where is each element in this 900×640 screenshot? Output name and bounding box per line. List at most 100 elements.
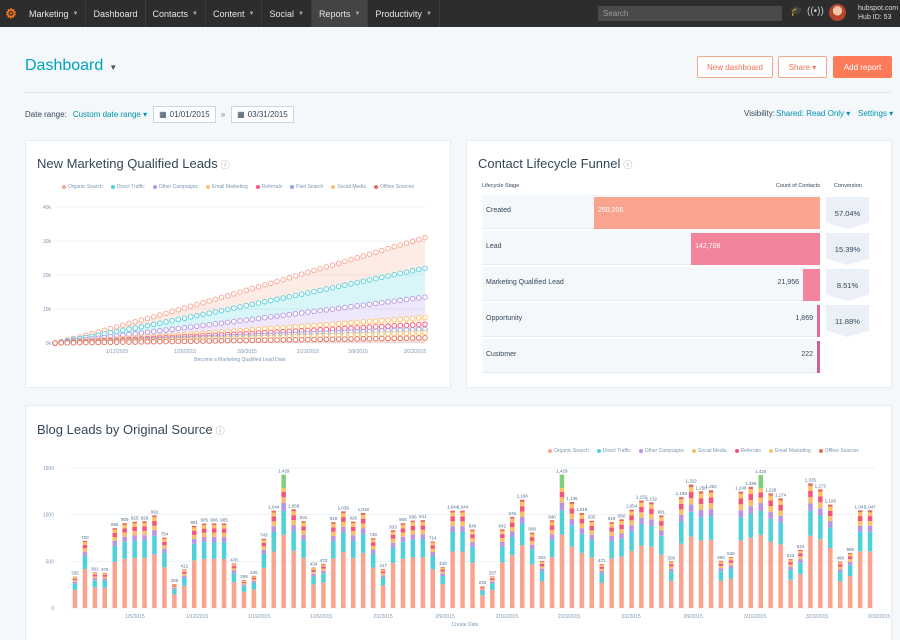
data-point[interactable]: [237, 337, 243, 344]
data-point[interactable]: [317, 336, 323, 343]
bar-segment[interactable]: [152, 525, 157, 531]
bar-segment[interactable]: [599, 571, 605, 574]
bar-segment[interactable]: [828, 548, 833, 608]
bar-segment[interactable]: [142, 521, 147, 523]
bar-segment[interactable]: [370, 542, 376, 546]
legend-item[interactable]: Other Campaigns: [638, 448, 684, 454]
bar-segment[interactable]: [679, 514, 684, 522]
data-point[interactable]: [144, 329, 151, 336]
bar-segment[interactable]: [529, 544, 535, 550]
data-point[interactable]: [113, 328, 120, 335]
bar-segment[interactable]: [82, 544, 88, 549]
bar-segment[interactable]: [708, 492, 714, 498]
bar-segment[interactable]: [311, 571, 316, 574]
funnel-bar[interactable]: [691, 233, 820, 265]
bar-segment[interactable]: [92, 572, 98, 574]
bar-segment[interactable]: [331, 522, 336, 524]
bar-segment[interactable]: [261, 540, 267, 543]
bar-segment[interactable]: [410, 534, 416, 540]
bar-segment[interactable]: [718, 580, 724, 608]
data-point[interactable]: [243, 302, 249, 309]
bar-segment[interactable]: [142, 557, 147, 608]
data-point[interactable]: [194, 338, 200, 344]
info-icon[interactable]: ⓘ: [220, 160, 230, 170]
bar-segment[interactable]: [688, 511, 694, 537]
data-point[interactable]: [138, 330, 145, 336]
legend-item[interactable]: Email Marketing: [205, 184, 248, 190]
bar-segment[interactable]: [798, 556, 803, 560]
bar-segment[interactable]: [539, 562, 545, 564]
bar-segment[interactable]: [599, 564, 605, 567]
bar-segment[interactable]: [251, 576, 257, 578]
bar-segment[interactable]: [639, 506, 644, 513]
bar-segment[interactable]: [420, 557, 426, 608]
bar-segment[interactable]: [679, 499, 684, 504]
bar-segment[interactable]: [788, 579, 793, 608]
bar-segment[interactable]: [738, 493, 744, 499]
bar-segment[interactable]: [301, 535, 306, 541]
bar-segment[interactable]: [539, 561, 545, 562]
new-dashboard-button[interactable]: New dashboard: [697, 56, 773, 78]
bar-segment[interactable]: [360, 528, 366, 534]
legend-item[interactable]: Other Campaigns: [152, 184, 198, 190]
data-point[interactable]: [286, 311, 293, 318]
bar-segment[interactable]: [351, 531, 356, 536]
bar-segment[interactable]: [510, 555, 515, 608]
data-point[interactable]: [150, 313, 157, 320]
bar-segment[interactable]: [778, 505, 783, 511]
data-point[interactable]: [323, 321, 330, 328]
bar-segment[interactable]: [251, 575, 257, 577]
hubspot-logo-icon[interactable]: ⚙: [5, 5, 17, 21]
bar-segment[interactable]: [241, 584, 247, 587]
bar-segment[interactable]: [867, 510, 873, 513]
bar-segment[interactable]: [539, 580, 545, 608]
bar-segment[interactable]: [82, 551, 88, 556]
nav-item-marketing[interactable]: Marketing ▼: [22, 0, 87, 27]
bar-segment[interactable]: [182, 575, 187, 578]
bar-segment[interactable]: [261, 538, 267, 541]
data-point[interactable]: [268, 280, 274, 286]
bar-segment[interactable]: [798, 559, 803, 563]
bar-segment[interactable]: [838, 562, 843, 565]
bar-segment[interactable]: [281, 534, 286, 608]
bar-segment[interactable]: [321, 582, 326, 608]
bar-segment[interactable]: [400, 536, 406, 542]
data-point[interactable]: [317, 307, 323, 314]
bar-segment[interactable]: [460, 510, 465, 513]
bar-segment[interactable]: [201, 542, 207, 559]
data-point[interactable]: [360, 319, 367, 325]
bar-segment[interactable]: [808, 535, 813, 608]
bar-segment[interactable]: [241, 581, 247, 584]
data-point[interactable]: [181, 325, 188, 331]
data-point[interactable]: [212, 296, 219, 302]
bar-segment[interactable]: [679, 509, 684, 515]
bar-segment[interactable]: [430, 542, 436, 546]
bar-segment[interactable]: [768, 495, 773, 501]
bar-segment[interactable]: [360, 523, 366, 529]
bar-segment[interactable]: [271, 526, 277, 532]
bar-segment[interactable]: [271, 532, 277, 552]
bar-segment[interactable]: [828, 527, 833, 548]
bar-segment[interactable]: [629, 515, 634, 521]
nav-item-dashboard[interactable]: Dashboard: [86, 0, 146, 27]
bar-segment[interactable]: [589, 522, 595, 527]
data-point[interactable]: [335, 283, 342, 290]
bar-segment[interactable]: [818, 489, 823, 492]
bar-segment[interactable]: [480, 595, 485, 608]
bar-segment[interactable]: [768, 511, 773, 519]
bar-segment[interactable]: [490, 580, 495, 582]
bar-segment[interactable]: [291, 509, 296, 512]
data-point[interactable]: [274, 278, 280, 285]
bar-segment[interactable]: [291, 550, 296, 608]
legend-item[interactable]: Social Media: [691, 448, 727, 454]
data-point[interactable]: [132, 325, 138, 331]
data-point[interactable]: [175, 325, 182, 332]
data-point[interactable]: [329, 321, 336, 327]
bar-segment[interactable]: [390, 542, 396, 548]
bar-segment[interactable]: [261, 553, 267, 568]
bar-segment[interactable]: [172, 587, 177, 590]
bar-segment[interactable]: [748, 489, 754, 494]
data-point[interactable]: [249, 337, 256, 344]
bar-segment[interactable]: [420, 520, 426, 522]
data-point[interactable]: [422, 294, 428, 300]
